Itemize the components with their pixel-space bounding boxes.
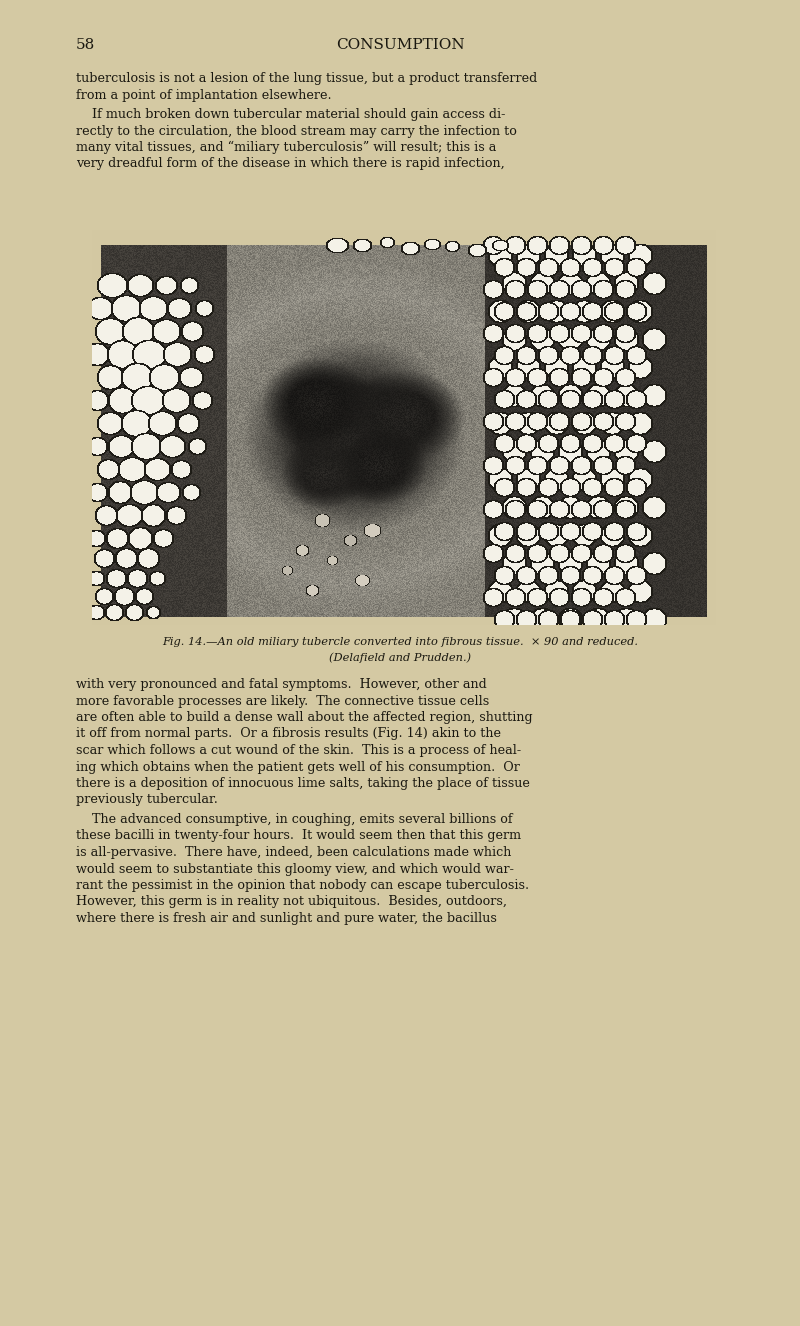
Text: is all-pervasive.  There have, indeed, been calculations made which: is all-pervasive. There have, indeed, be… [76, 846, 511, 859]
Text: previously tubercular.: previously tubercular. [76, 793, 218, 806]
Text: are often able to build a dense wall about the affected region, shutting: are often able to build a dense wall abo… [76, 711, 533, 724]
Text: rectly to the circulation, the blood stream may carry the infection to: rectly to the circulation, the blood str… [76, 125, 517, 138]
Text: from a point of implantation elsewhere.: from a point of implantation elsewhere. [76, 89, 332, 102]
Text: tuberculosis is not a lesion of the lung tissue, but a product transferred: tuberculosis is not a lesion of the lung… [76, 72, 538, 85]
Text: would seem to substantiate this gloomy view, and which would war-: would seem to substantiate this gloomy v… [76, 862, 514, 875]
Text: rant the pessimist in the opinion that nobody can escape tuberculosis.: rant the pessimist in the opinion that n… [76, 879, 529, 892]
Text: (Delafield and Prudden.): (Delafield and Prudden.) [329, 652, 471, 663]
Text: more favorable processes are likely.  The connective tissue cells: more favorable processes are likely. The… [76, 695, 490, 708]
Text: with very pronounced and fatal symptoms.  However, other and: with very pronounced and fatal symptoms.… [76, 678, 486, 691]
Text: If much broken down tubercular material should gain access di-: If much broken down tubercular material … [76, 107, 506, 121]
Text: scar which follows a cut wound of the skin.  This is a process of heal-: scar which follows a cut wound of the sk… [76, 744, 521, 757]
Text: very dreadful form of the disease in which there is rapid infection,: very dreadful form of the disease in whi… [76, 158, 505, 171]
Text: there is a deposition of innocuous lime salts, taking the place of tissue: there is a deposition of innocuous lime … [76, 777, 530, 790]
Text: CONSUMPTION: CONSUMPTION [336, 38, 464, 52]
Text: ing which obtains when the patient gets well of his consumption.  Or: ing which obtains when the patient gets … [76, 761, 520, 773]
Text: where there is fresh air and sunlight and pure water, the bacillus: where there is fresh air and sunlight an… [76, 912, 497, 926]
Text: it off from normal parts.  Or a fibrosis results (Fig. 14) akin to the: it off from normal parts. Or a fibrosis … [76, 728, 501, 740]
Text: The advanced consumptive, in coughing, emits several billions of: The advanced consumptive, in coughing, e… [76, 813, 513, 826]
Text: However, this germ is in reality not ubiquitous.  Besides, outdoors,: However, this germ is in reality not ubi… [76, 895, 507, 908]
Text: 58: 58 [76, 38, 95, 52]
Text: many vital tissues, and “miliary tuberculosis” will result; this is a: many vital tissues, and “miliary tubercu… [76, 141, 496, 154]
Text: Fig. 14.—An old miliary tubercle converted into fibrous tissue.  × 90 and reduce: Fig. 14.—An old miliary tubercle convert… [162, 636, 638, 647]
Text: these bacilli in twenty-four hours.  It would seem then that this germ: these bacilli in twenty-four hours. It w… [76, 830, 521, 842]
